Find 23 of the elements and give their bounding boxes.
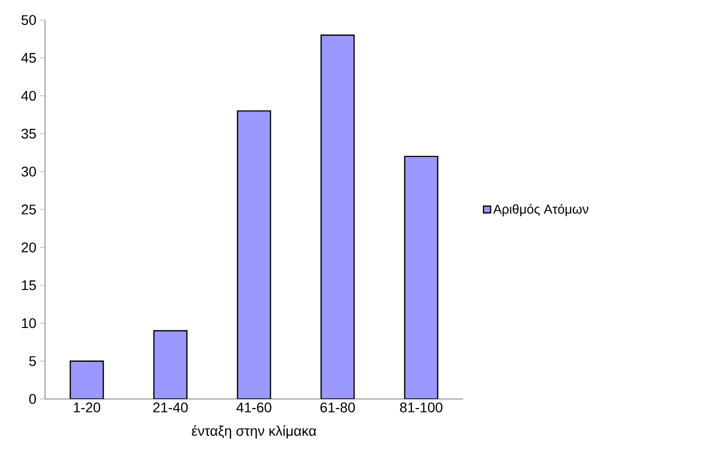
y-tick-label: 10 xyxy=(22,318,36,328)
y-tick-label: 45 xyxy=(21,53,36,63)
legend-label: Αριθμός Ατόμων xyxy=(493,204,588,216)
x-axis-title: ένταξη στην κλίμακα xyxy=(192,425,316,439)
x-tick-label: 81-100 xyxy=(400,402,442,412)
y-tick-label: 5 xyxy=(29,356,36,366)
y-tick-label: 40 xyxy=(21,90,36,101)
y-tick-label: 30 xyxy=(21,166,36,177)
y-tick-label: 50 xyxy=(22,15,36,25)
x-tick-label: 21-40 xyxy=(153,402,188,412)
y-tick-label: 0 xyxy=(29,394,36,404)
x-tick-label: 41-60 xyxy=(236,402,272,412)
bar xyxy=(236,110,272,399)
bar xyxy=(404,156,438,399)
bar xyxy=(70,360,104,399)
x-tick-label: 1-20 xyxy=(74,402,100,412)
y-tick-label: 35 xyxy=(21,128,36,139)
bar xyxy=(153,330,188,399)
bar xyxy=(320,34,355,399)
x-tick-label: 61-80 xyxy=(320,402,355,412)
y-tick-label: 15 xyxy=(22,280,36,290)
y-tick-label: 20 xyxy=(22,242,36,252)
y-tick-label: 25 xyxy=(22,204,36,214)
